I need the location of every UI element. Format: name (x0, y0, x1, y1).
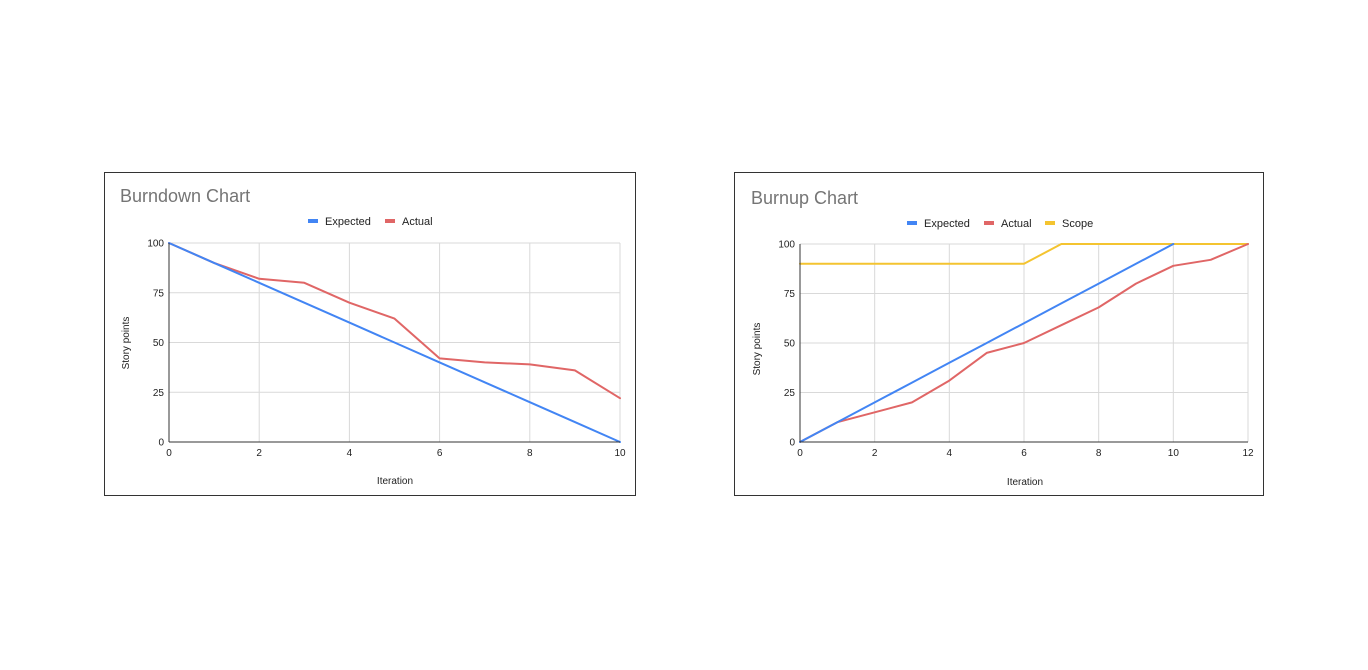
y-tick-label: 25 (784, 388, 796, 399)
chart-axes: 0 25 50 75 100 0 2 4 6 8 10 12 (778, 240, 1254, 460)
chart-series (168, 242, 621, 443)
x-tick-label: 10 (614, 448, 626, 459)
chart-title: Burnup Chart (751, 188, 858, 208)
x-tick-label: 4 (347, 448, 353, 459)
burnup-chart-card: Burnup Chart Expected Actual Scope 0 25 50… (734, 172, 1264, 496)
legend-label-expected: Expected (325, 216, 371, 228)
legend-label-scope: Scope (1062, 218, 1093, 230)
legend-label-actual: Actual (1001, 218, 1032, 230)
y-tick-label: 50 (784, 339, 796, 350)
x-tick-label: 8 (1096, 448, 1102, 459)
x-tick-label: 2 (256, 448, 262, 459)
chart-grid (169, 242, 621, 442)
x-tick-label: 4 (947, 448, 953, 459)
legend-label-actual: Actual (402, 216, 433, 228)
y-tick-label: 25 (153, 388, 165, 399)
y-tick-label: 75 (153, 288, 165, 299)
chart-title: Burndown Chart (120, 186, 250, 206)
y-axis-label: Story points (752, 323, 763, 376)
legend-label-expected: Expected (924, 218, 970, 230)
chart-legend: Expected Actual (308, 216, 433, 228)
y-tick-label: 75 (784, 289, 796, 300)
x-tick-label: 10 (1168, 448, 1180, 459)
legend-swatch-scope (1045, 221, 1055, 225)
burndown-chart-card: Burndown Chart Expected Actual 0 25 50 75 10… (104, 172, 636, 496)
burndown-chart: Burndown Chart Expected Actual 0 25 50 75 10… (120, 186, 626, 487)
x-tick-label: 2 (872, 448, 878, 459)
x-axis-label: Iteration (1007, 477, 1043, 488)
chart-series (799, 243, 1249, 443)
y-tick-label: 100 (778, 240, 795, 251)
chart-grid (800, 243, 1249, 442)
chart-axes: 0 25 50 75 100 0 2 4 6 8 10 (147, 239, 626, 460)
y-tick-label: 50 (153, 338, 165, 349)
y-tick-label: 100 (147, 239, 164, 250)
x-tick-label: 8 (527, 448, 533, 459)
burnup-chart: Burnup Chart Expected Actual Scope 0 25 50… (751, 188, 1254, 488)
x-tick-label: 12 (1242, 448, 1254, 459)
y-tick-label: 0 (789, 438, 795, 449)
series-line-expected (799, 243, 1175, 443)
x-tick-label: 0 (797, 448, 803, 459)
series-line-expected (168, 242, 621, 443)
chart-legend: Expected Actual Scope (907, 218, 1093, 230)
series-line-actual (168, 242, 621, 400)
legend-swatch-expected (907, 221, 917, 225)
y-axis-label: Story points (121, 317, 132, 370)
x-tick-label: 6 (1021, 448, 1027, 459)
x-tick-label: 0 (166, 448, 172, 459)
y-tick-label: 0 (158, 438, 164, 449)
series-line-actual (799, 243, 1249, 443)
legend-swatch-actual (385, 219, 395, 223)
legend-swatch-actual (984, 221, 994, 225)
x-tick-label: 6 (437, 448, 443, 459)
x-axis-label: Iteration (377, 476, 413, 487)
legend-swatch-expected (308, 219, 318, 223)
